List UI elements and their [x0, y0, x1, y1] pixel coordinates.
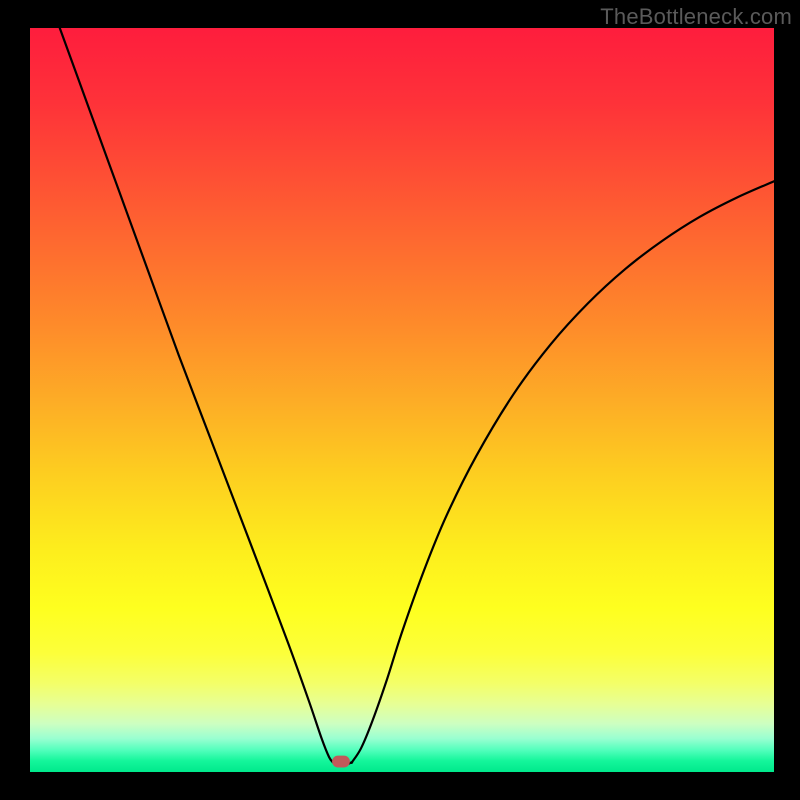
gradient-background	[30, 28, 774, 772]
minimum-marker	[332, 756, 350, 768]
chart-container: TheBottleneck.com	[0, 0, 800, 800]
watermark-text: TheBottleneck.com	[600, 4, 792, 30]
chart-svg	[30, 28, 774, 772]
plot-area	[30, 28, 774, 772]
